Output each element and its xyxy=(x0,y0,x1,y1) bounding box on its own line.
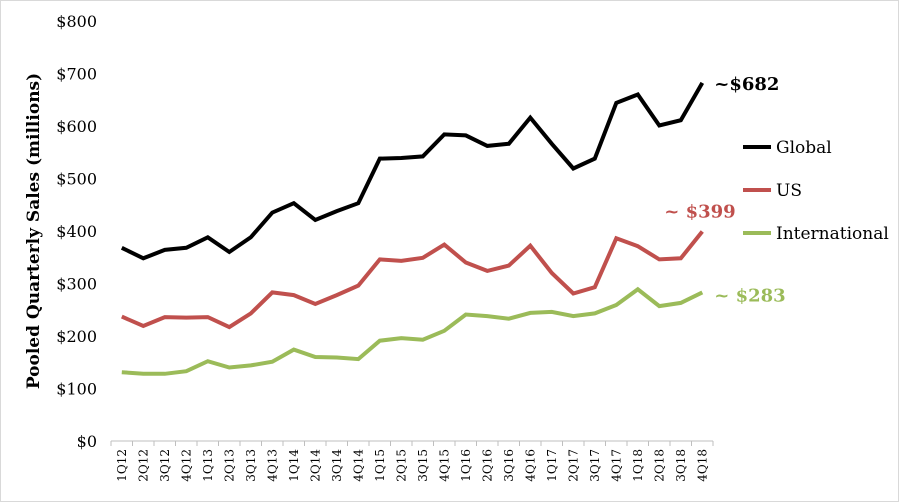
x-tick-label: 1Q12 xyxy=(115,449,129,482)
x-tick-label: 2Q16 xyxy=(480,449,494,482)
y-tick-label: $500 xyxy=(56,170,97,189)
y-axis-tick-labels: $0 $100 $200 $300 $400 $500 $600 $700 $800 xyxy=(56,12,97,451)
x-tick-label: 4Q12 xyxy=(179,449,193,482)
x-tick-label: 4Q14 xyxy=(351,449,365,482)
y-tick-label: $400 xyxy=(56,222,97,241)
x-tick-label: 2Q12 xyxy=(136,449,150,482)
x-tick-label: 4Q18 xyxy=(695,449,709,482)
y-tick-label: $600 xyxy=(56,117,97,136)
legend: Global US International xyxy=(743,138,889,244)
x-tick-label: 2Q17 xyxy=(566,449,580,482)
annotation-us: ~ $399 xyxy=(664,202,735,223)
series-line-international xyxy=(121,286,704,376)
legend-label-international: International xyxy=(776,224,889,244)
x-tick-label: 1Q13 xyxy=(201,449,215,482)
x-tick-label: 3Q18 xyxy=(674,449,688,482)
x-tick-label: 4Q17 xyxy=(609,449,623,482)
x-tick-label: 4Q13 xyxy=(265,449,279,482)
series-lines xyxy=(120,81,705,376)
series-line-us xyxy=(120,230,704,330)
legend-label-global: Global xyxy=(776,138,832,158)
y-tick-label: $300 xyxy=(56,275,97,294)
x-tick-label: 2Q13 xyxy=(222,449,236,482)
end-value-annotations: ~$682 ~ $399 ~ $283 xyxy=(664,74,785,306)
x-tick-label: 3Q16 xyxy=(502,449,516,482)
y-tick-label: $100 xyxy=(56,380,97,399)
y-tick-label: $700 xyxy=(56,65,97,84)
x-tick-label: 1Q18 xyxy=(631,449,645,482)
x-tick-label: 3Q13 xyxy=(244,449,258,482)
y-tick-label: $200 xyxy=(56,327,97,346)
x-tick-label: 1Q14 xyxy=(287,449,301,482)
x-tick-label: 2Q15 xyxy=(394,449,408,482)
legend-label-us: US xyxy=(776,181,802,201)
x-tick-label: 3Q17 xyxy=(588,449,602,482)
annotation-international: ~ $283 xyxy=(714,285,785,306)
x-tick-label: 1Q15 xyxy=(373,449,387,482)
y-tick-label: $0 xyxy=(77,432,97,451)
x-tick-label: 1Q17 xyxy=(545,449,559,482)
y-axis-title: Pooled Quarterly Sales (millions) xyxy=(24,73,44,389)
x-tick-label: 3Q15 xyxy=(416,449,430,482)
x-tick-label: 4Q15 xyxy=(437,449,451,482)
x-tick-label: 1Q16 xyxy=(459,449,473,482)
annotation-global: ~$682 xyxy=(714,74,779,95)
x-tick-label: 3Q14 xyxy=(330,449,344,482)
x-tick-label: 4Q16 xyxy=(523,449,537,482)
x-tick-label: 2Q18 xyxy=(652,449,666,482)
x-tick-label: 2Q14 xyxy=(308,449,322,482)
series-line-global xyxy=(120,81,705,261)
y-tick-label: $800 xyxy=(56,12,97,31)
x-axis-tick-labels: 1Q12 2Q12 3Q12 4Q12 1Q13 2Q13 3Q13 4Q13 1Q14 2Q14… xyxy=(110,441,714,482)
x-tick-label: 3Q12 xyxy=(158,449,172,482)
